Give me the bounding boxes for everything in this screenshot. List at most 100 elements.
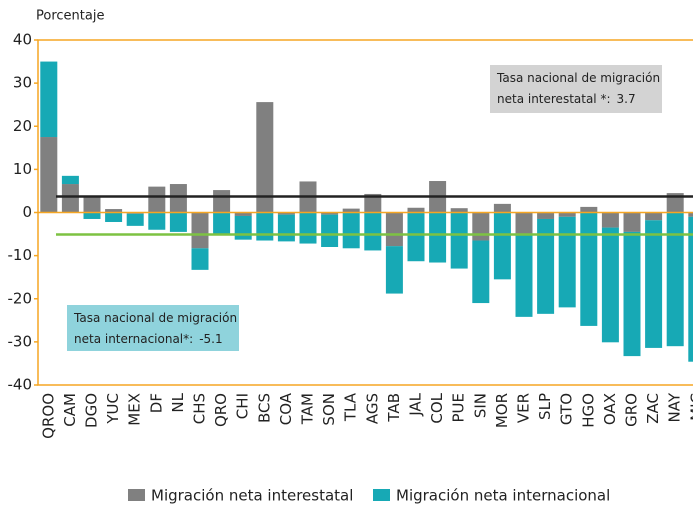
annotation-text: neta internacional*: -5.1 [74, 332, 223, 346]
bar [105, 212, 123, 222]
x-tick-label: TLA [342, 392, 360, 422]
annotation-value: 3.7 [617, 92, 636, 106]
bar [645, 220, 663, 348]
x-tick-label: CHS [191, 393, 209, 424]
bar [364, 212, 382, 251]
x-tick-label: ZAC [644, 393, 662, 424]
x-tick-label: AGS [363, 393, 381, 424]
bar [537, 212, 555, 219]
bar [558, 216, 576, 308]
x-tick-label: TAB [385, 393, 403, 423]
x-tick-label: COL [428, 392, 446, 423]
bar [234, 215, 252, 240]
bar [40, 61, 58, 138]
bar [580, 206, 598, 213]
y-tick-label: 40 [13, 31, 32, 49]
x-tick-label: SON [320, 393, 338, 426]
x-tick-label: MEX [126, 393, 144, 426]
bar [256, 102, 274, 213]
x-tick-label: TAM [299, 393, 317, 425]
bar [191, 212, 209, 249]
bar [407, 212, 425, 262]
bar [213, 212, 231, 235]
annotation-line: neta internacional*: [74, 332, 193, 346]
x-tick-label: COA [277, 392, 295, 425]
bar [321, 212, 339, 215]
bar [666, 212, 684, 347]
bar [61, 184, 79, 213]
bar [213, 190, 231, 213]
annotation-text: Tasa nacional de migración [496, 71, 660, 85]
x-tick-label: NAY [666, 392, 684, 422]
bar [601, 212, 619, 228]
x-tick-label: QRO [212, 393, 230, 427]
legend-label: Migración neta interestatal [151, 487, 353, 505]
bar [342, 212, 360, 249]
bar [688, 216, 693, 362]
bar [234, 212, 252, 216]
annotation-value: -5.1 [199, 332, 222, 346]
annotation-line: neta interestatal *: [497, 92, 611, 106]
x-tick-label: GTO [558, 393, 576, 425]
x-tick-label: DF [147, 393, 165, 413]
x-tick-label: MIC [687, 393, 693, 421]
y-tick-label: 10 [13, 160, 32, 178]
bar [83, 212, 101, 219]
bar [364, 193, 382, 213]
legend-swatch [128, 489, 145, 501]
x-tick-label: PUE [450, 393, 468, 423]
annotation-line: Tasa nacional de migración [496, 71, 660, 85]
bar [105, 209, 123, 213]
y-tick-label: -10 [8, 246, 33, 264]
x-tick-label: QROO [39, 393, 57, 439]
y-tick-label: -40 [8, 376, 33, 394]
bar [601, 227, 619, 343]
bar [537, 218, 555, 314]
legend-swatch [373, 489, 390, 501]
bar [429, 212, 447, 263]
bar [40, 137, 58, 213]
y-tick-label: -30 [8, 332, 33, 350]
y-tick-label: 0 [22, 203, 32, 221]
x-tick-label: NL [169, 392, 187, 412]
bar [645, 212, 663, 221]
y-tick-label: 20 [13, 117, 32, 135]
bar [277, 212, 295, 215]
annotation-line: Tasa nacional de migración [73, 311, 237, 325]
bar [580, 212, 598, 326]
bar [191, 248, 209, 270]
bar [126, 213, 144, 226]
bar [558, 212, 576, 217]
bar [450, 212, 468, 269]
x-tick-label: CHI [234, 393, 252, 419]
x-tick-label: VER [515, 393, 533, 423]
x-tick-label: HGO [579, 393, 597, 428]
x-tick-label: BCS [255, 393, 273, 423]
bar [169, 184, 187, 213]
x-tick-label: CAM [61, 393, 79, 427]
bar [666, 193, 684, 213]
bar [472, 240, 490, 304]
annotation-box [490, 65, 662, 113]
bar [61, 175, 79, 185]
bar [450, 208, 468, 213]
bar [385, 212, 403, 247]
x-tick-label: GRO [623, 393, 641, 427]
bar [83, 196, 101, 213]
bar [148, 212, 166, 230]
x-tick-label: MOR [493, 393, 511, 428]
bar [688, 212, 693, 217]
plot-frame [37, 39, 693, 386]
x-tick-label: DGO [83, 393, 101, 428]
x-tick-label: SIN [471, 393, 489, 418]
y-tick-label: -20 [8, 289, 33, 307]
y-axis-label: Porcentaje [36, 9, 104, 24]
bar [299, 212, 317, 244]
bar [493, 212, 511, 280]
annotation-text: neta interestatal *: 3.7 [497, 92, 636, 106]
y-tick-label: 30 [13, 74, 32, 92]
bar [385, 246, 403, 294]
bar [407, 207, 425, 213]
bar [256, 212, 274, 241]
bar [169, 212, 187, 232]
